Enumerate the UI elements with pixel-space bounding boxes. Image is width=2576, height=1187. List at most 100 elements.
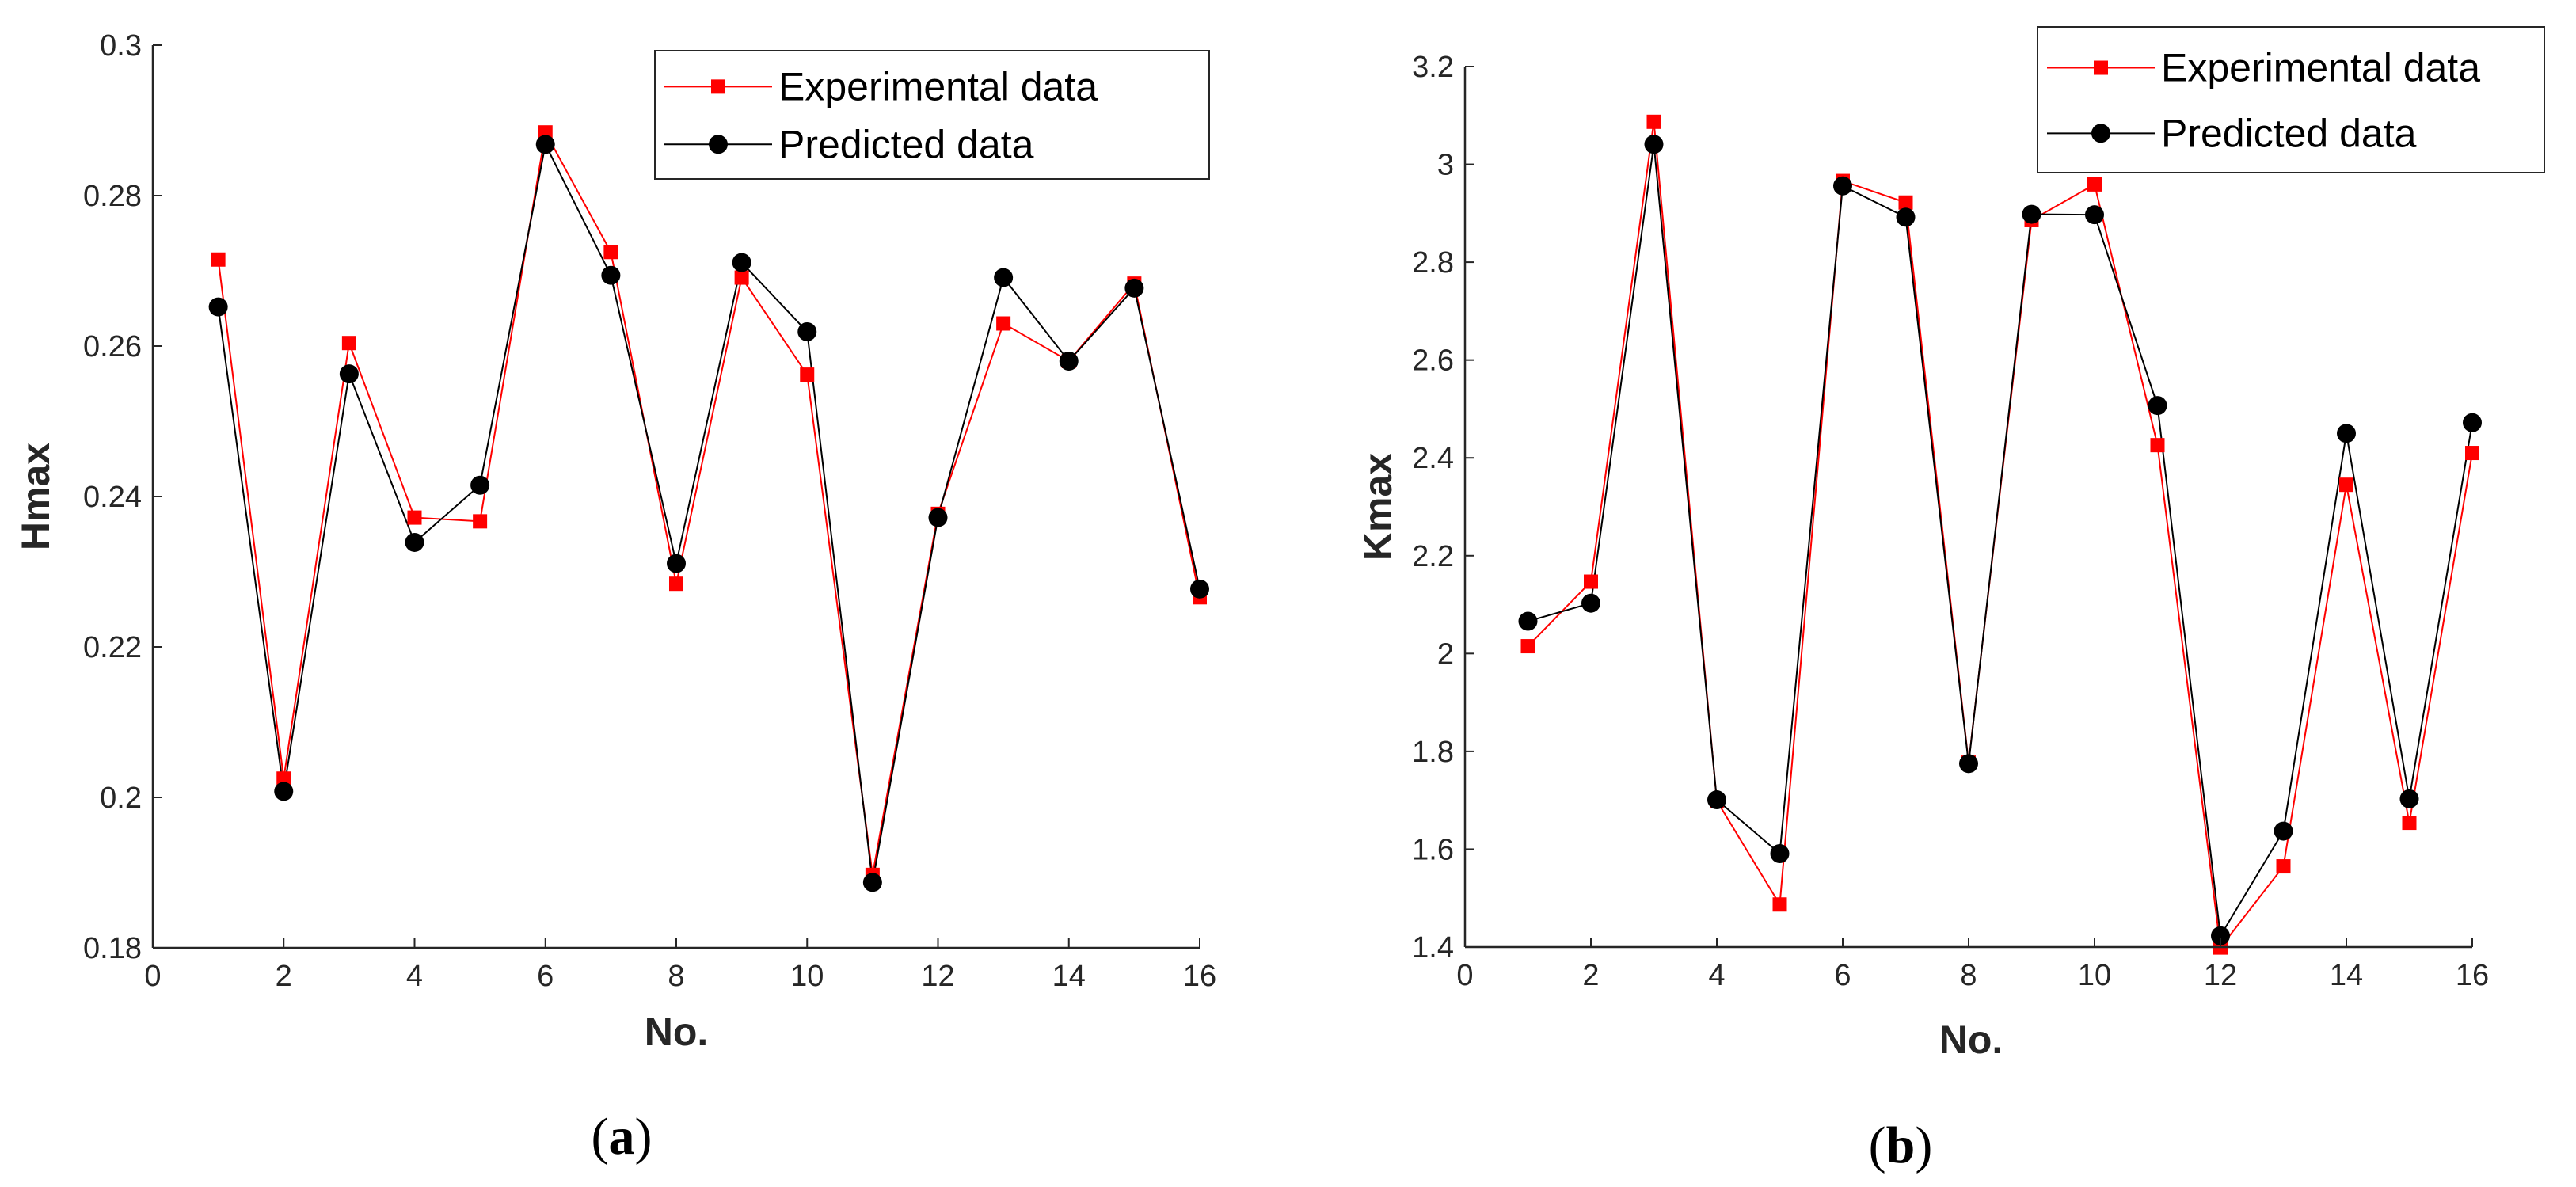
data-point-predicted (535, 135, 555, 154)
data-point-predicted (2211, 926, 2230, 945)
panel-label-letter: b (1886, 1117, 1916, 1174)
data-point-predicted (1518, 611, 1538, 631)
x-tick-label: 0 (1456, 959, 1473, 992)
data-point-experimental (1646, 114, 1661, 129)
data-point-predicted (2022, 204, 2041, 224)
data-point-predicted (2085, 205, 2104, 225)
data-point-experimental (1898, 195, 1913, 210)
data-point-experimental (669, 576, 683, 592)
legend-marker-experimental (2094, 60, 2108, 75)
chart-panel-a: 0 2 4 6 8 10 12 14 160.180.20.220.240.260.280.3 … (13, 29, 1216, 1166)
x-tick-label: 10 (790, 960, 824, 993)
data-point-predicted (2148, 396, 2167, 416)
legend-marker-experimental (711, 79, 725, 94)
legend-label: Predicted data (2161, 111, 2417, 155)
x-tick-label: 6 (537, 960, 554, 993)
x-axis-label: No. (1939, 1018, 2003, 1062)
data-point-predicted (862, 873, 882, 892)
data-point-predicted (1644, 135, 1664, 154)
legend-label: Experimental data (778, 64, 1098, 108)
data-point-predicted (1124, 278, 1144, 298)
x-tick-label: 4 (1708, 959, 1725, 992)
y-tick-label: 2.8 (1412, 246, 1454, 280)
data-point-experimental (1772, 897, 1787, 912)
data-point-predicted (405, 532, 424, 552)
data-point-experimental (734, 270, 749, 285)
data-point-predicted (1581, 593, 1600, 613)
data-point-predicted (1190, 579, 1209, 599)
data-point-predicted (994, 268, 1014, 287)
data-point-experimental (2150, 438, 2165, 453)
data-point-experimental (211, 252, 226, 267)
x-tick-label: 14 (1052, 960, 1086, 993)
x-tick-label: 2 (276, 960, 292, 993)
y-tick-label: 2.2 (1412, 540, 1454, 573)
data-point-experimental (2339, 477, 2353, 493)
y-tick-label: 2 (1437, 637, 1454, 671)
data-point-experimental (2465, 446, 2479, 461)
x-tick-label: 16 (1183, 960, 1216, 993)
y-tick-label: 1.8 (1412, 736, 1454, 769)
legend-marker-predicted (709, 135, 728, 154)
x-tick-label: 2 (1582, 959, 1599, 992)
data-point-experimental (407, 510, 422, 525)
data-point-experimental (473, 514, 488, 529)
data-point-predicted (2337, 424, 2356, 443)
legend-box (2037, 26, 2545, 173)
y-tick-label: 0.18 (83, 932, 142, 965)
y-tick-label: 0.3 (100, 29, 142, 63)
y-tick-label: 2.6 (1412, 344, 1454, 378)
x-tick-label: 14 (2330, 959, 2363, 992)
series-line-experimental (217, 130, 1200, 876)
data-point-predicted (274, 782, 294, 801)
data-point-predicted (732, 253, 751, 272)
data-point-predicted (1707, 790, 1726, 810)
y-tick-label: 1.6 (1412, 833, 1454, 866)
x-tick-label: 8 (1960, 959, 1977, 992)
data-point-predicted (1059, 352, 1079, 371)
data-point-predicted (601, 265, 621, 285)
data-point-predicted (2463, 413, 2482, 432)
y-tick-label: 0.26 (83, 330, 142, 363)
legend-box (654, 50, 1210, 180)
data-point-predicted (339, 364, 359, 384)
chart-panel-b: 0 2 4 6 8 10 12 14 161.41.61.822.22.42.62.833.2 … (1356, 26, 2545, 1174)
data-point-experimental (276, 771, 291, 786)
panel-label-letter: a (609, 1108, 635, 1166)
y-tick-label: 1.4 (1412, 931, 1454, 964)
data-point-experimental (2276, 859, 2291, 874)
data-point-predicted (667, 554, 686, 573)
y-tick-label: 0.24 (83, 481, 142, 514)
x-axis-label: No. (645, 1010, 709, 1054)
y-axis-label: Kmax (1356, 453, 1400, 561)
panel-label: (b) (1869, 1117, 1933, 1174)
series-line-predicted (217, 142, 1200, 883)
y-axis-label: Hmax (13, 443, 58, 550)
legend-label: Predicted data (778, 122, 1034, 166)
legend-marker-predicted (2091, 124, 2110, 143)
y-tick-label: 0.2 (100, 782, 142, 815)
data-point-predicted (797, 321, 817, 341)
data-point-predicted (2274, 821, 2293, 841)
x-tick-label: 8 (668, 960, 684, 993)
data-point-predicted (2399, 789, 2419, 808)
data-point-predicted (928, 508, 948, 527)
data-point-predicted (470, 475, 490, 495)
x-tick-label: 10 (2078, 959, 2111, 992)
data-point-experimental (1584, 574, 1598, 589)
data-point-experimental (996, 316, 1011, 331)
data-point-experimental (800, 367, 815, 382)
data-point-experimental (341, 336, 356, 351)
data-point-predicted (1770, 844, 1790, 864)
panel-label: (a) (592, 1108, 653, 1166)
y-tick-label: 2.4 (1412, 442, 1454, 475)
x-tick-label: 0 (144, 960, 161, 993)
series-line-predicted (1528, 144, 2473, 938)
x-tick-label: 12 (2204, 959, 2237, 992)
x-tick-label: 16 (2456, 959, 2489, 992)
data-point-experimental (2402, 816, 2417, 831)
data-point-experimental (1520, 639, 1535, 654)
data-point-experimental (603, 245, 618, 260)
